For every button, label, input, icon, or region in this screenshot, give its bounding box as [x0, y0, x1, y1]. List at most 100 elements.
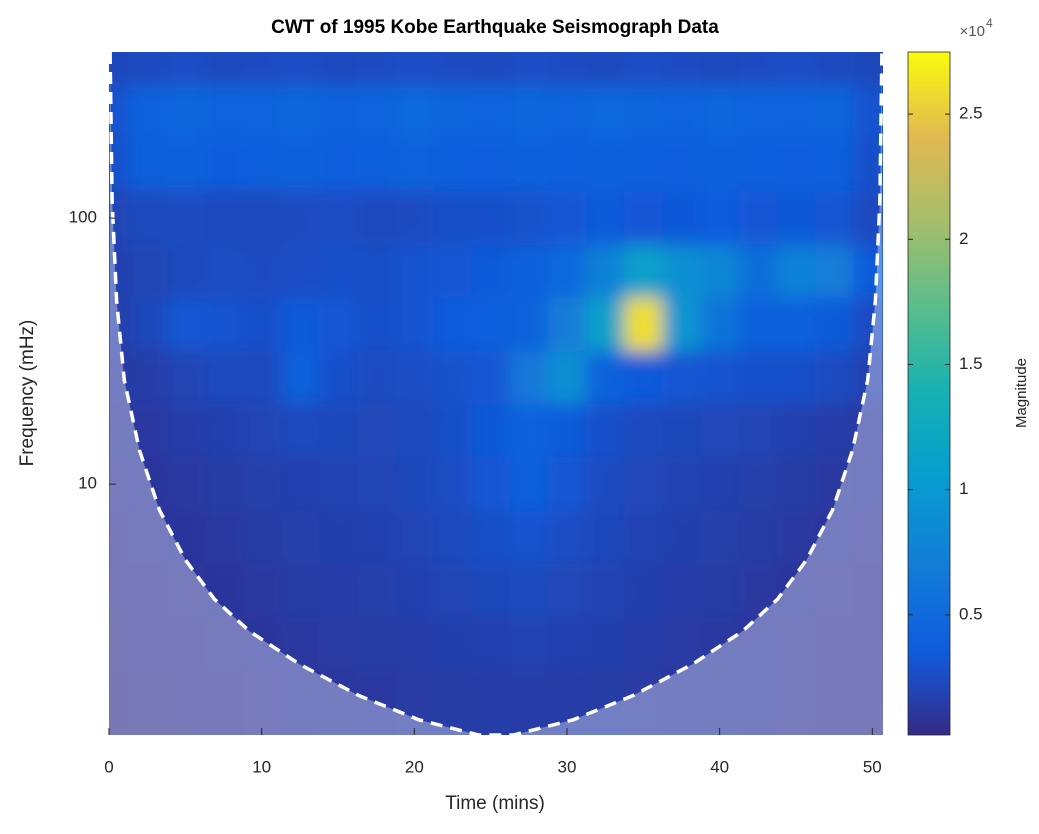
colorbar-exponent-base: ×10 — [960, 23, 985, 40]
x-tick-label: 40 — [710, 757, 729, 776]
colorbar-tick-label: 0.5 — [959, 604, 983, 623]
heat-cell — [109, 404, 129, 458]
heat-cell — [357, 137, 396, 192]
heat-cell — [624, 563, 663, 618]
heat-cell — [395, 404, 434, 458]
heat-cell — [853, 456, 883, 512]
heat-cell — [738, 137, 778, 192]
heat-cell — [776, 510, 816, 565]
heat-cell — [738, 670, 778, 735]
heat-cell — [242, 670, 282, 735]
heat-cell — [662, 404, 702, 458]
heat-cell — [242, 190, 282, 246]
heat-cell — [471, 85, 511, 139]
heat-cell — [662, 244, 702, 299]
heat-cell — [357, 190, 396, 246]
heat-cell — [357, 351, 396, 405]
heat-cell — [586, 510, 625, 565]
heat-cell — [204, 52, 244, 86]
heat-cell — [776, 85, 816, 139]
colorbar-tick-label: 1 — [959, 479, 968, 498]
heat-cell — [586, 297, 625, 352]
heat-cell — [128, 351, 167, 405]
heat-cell — [547, 510, 587, 565]
heat-cell — [700, 456, 740, 512]
heat-cell — [395, 297, 434, 352]
heat-cell — [357, 52, 396, 86]
heat-cell — [700, 190, 740, 246]
heat-cell — [700, 670, 740, 735]
heat-cell — [242, 456, 282, 512]
heat-cell — [624, 404, 663, 458]
heat-cell — [700, 137, 740, 192]
colorbar-label: Magnitude — [1013, 358, 1030, 428]
heat-cell — [433, 351, 473, 405]
x-tick-label: 20 — [405, 757, 424, 776]
heat-cell — [700, 85, 740, 139]
heat-cell — [853, 563, 883, 618]
heat-cell — [776, 297, 816, 352]
heat-cell — [662, 85, 702, 139]
heat-cell — [509, 670, 549, 735]
heat-cell — [128, 85, 167, 139]
heat-cell — [853, 297, 883, 352]
heat-cell — [776, 617, 816, 671]
heat-cell — [815, 404, 854, 458]
heat-cell — [700, 404, 740, 458]
heat-cell — [318, 563, 358, 618]
heat-cell — [815, 670, 854, 735]
heat-cell — [280, 190, 320, 246]
heat-cell — [128, 563, 167, 618]
heat-cell — [204, 85, 244, 139]
heat-cell — [624, 137, 663, 192]
heat-cell — [280, 510, 320, 565]
heat-cell — [700, 297, 740, 352]
heat-cell — [395, 617, 434, 671]
heat-cell — [242, 244, 282, 299]
heat-cell — [471, 52, 511, 86]
heat-cell — [738, 85, 778, 139]
heat-cell — [738, 297, 778, 352]
heat-cell — [547, 52, 587, 86]
heat-cell — [433, 52, 473, 86]
heat-cell — [586, 670, 625, 735]
heat-cell — [166, 404, 205, 458]
heat-cell — [128, 137, 167, 192]
heat-cell — [586, 617, 625, 671]
heat-cell — [433, 137, 473, 192]
heat-cell — [166, 351, 205, 405]
heat-cell — [509, 137, 549, 192]
heat-cell — [853, 510, 883, 565]
heat-cell — [547, 137, 587, 192]
heat-cell — [395, 670, 434, 735]
heat-cell — [109, 510, 129, 565]
heat-cell — [509, 456, 549, 512]
heat-cell — [586, 137, 625, 192]
heat-cell — [471, 244, 511, 299]
heat-cell — [624, 297, 663, 352]
heat-cell — [624, 85, 663, 139]
heat-cell — [242, 351, 282, 405]
heat-cell — [471, 137, 511, 192]
heat-cell — [662, 297, 702, 352]
heat-cell — [204, 404, 244, 458]
heat-cell — [586, 52, 625, 86]
heat-cell — [662, 563, 702, 618]
heat-cell — [204, 617, 244, 671]
heat-cell — [166, 563, 205, 618]
heat-cell — [357, 404, 396, 458]
heat-cell — [624, 244, 663, 299]
heat-cell — [509, 617, 549, 671]
heat-cell — [738, 563, 778, 618]
heat-cell — [357, 563, 396, 618]
heat-cell — [700, 351, 740, 405]
heat-cell — [280, 244, 320, 299]
heat-cell — [853, 404, 883, 458]
heat-cell — [624, 510, 663, 565]
heat-cell — [738, 404, 778, 458]
heat-cell — [815, 617, 854, 671]
heat-cell — [853, 52, 883, 86]
heat-cell — [166, 456, 205, 512]
heat-cell — [776, 456, 816, 512]
heat-cell — [853, 670, 883, 735]
